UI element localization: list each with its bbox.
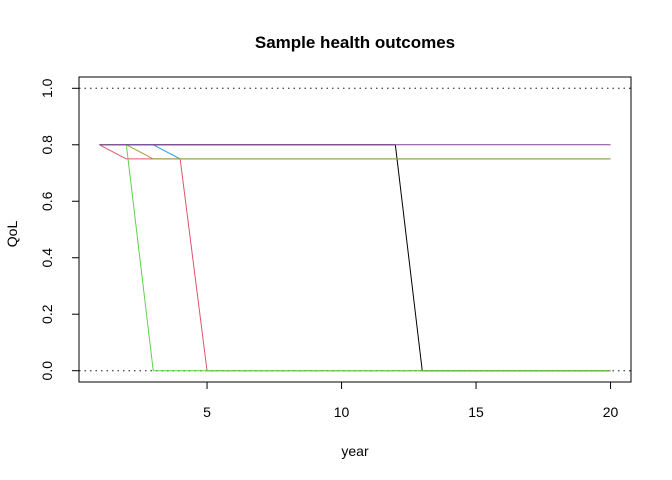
- series-line-0: [99, 144, 611, 372]
- x-tick-label: 15: [468, 404, 484, 420]
- y-tick-label: 1.0: [39, 78, 55, 98]
- y-tick-label: 0.6: [39, 191, 55, 211]
- x-tick-label: 20: [603, 404, 619, 420]
- y-tick-label: 0.8: [39, 135, 55, 155]
- x-tick-label: 10: [334, 404, 350, 420]
- y-tick-label: 0.2: [39, 304, 55, 324]
- series-line-2: [99, 144, 611, 372]
- series-line-1: [99, 144, 611, 372]
- y-axis-label: QoL: [4, 221, 20, 248]
- chart-title: Sample health outcomes: [255, 33, 455, 52]
- x-axis-label: year: [341, 443, 369, 459]
- series-line-3: [99, 144, 611, 160]
- series-line-4: [99, 144, 611, 160]
- plot-frame: [78, 76, 632, 383]
- y-tick-label: 0.0: [39, 361, 55, 381]
- y-tick-label: 0.4: [39, 248, 55, 268]
- x-tick-label: 5: [203, 404, 211, 420]
- plot-area: 5 10 15 20 0.0 0.2 0.4 0.6 0.8 1.0: [39, 76, 632, 420]
